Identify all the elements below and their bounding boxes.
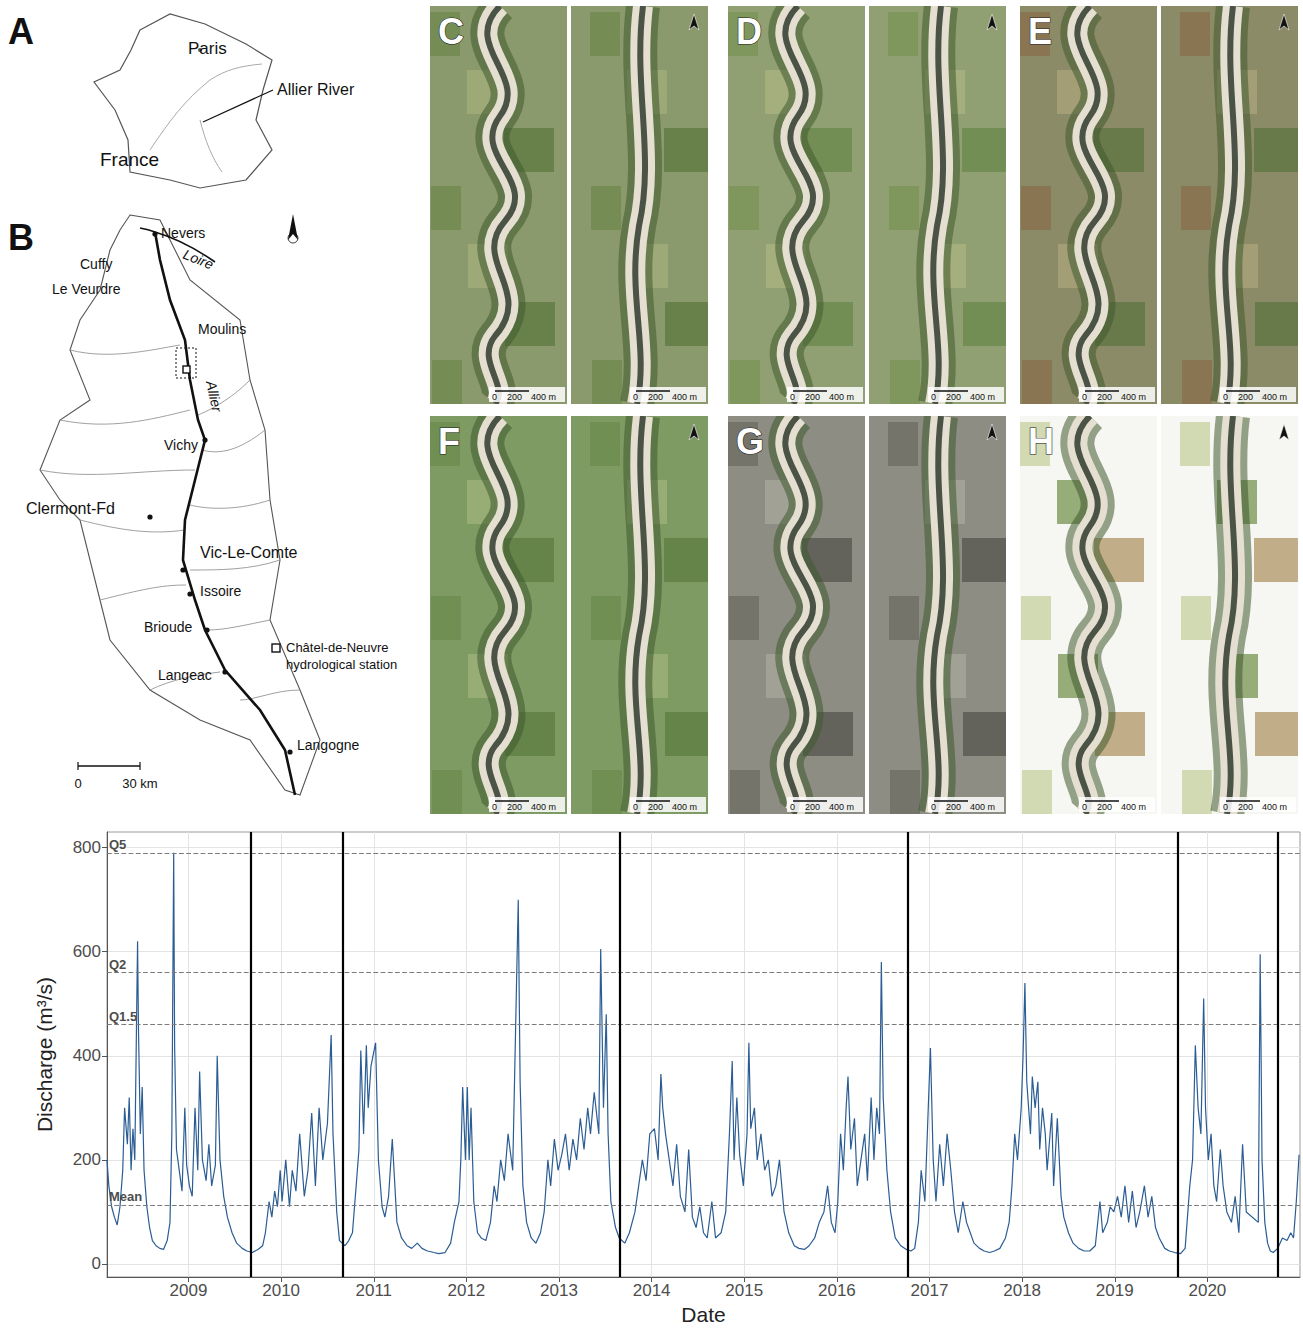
svg-text:Mean: Mean [109, 1189, 142, 1204]
svg-text:Issoire: Issoire [200, 583, 241, 599]
svg-text:France: France [100, 149, 159, 170]
svg-text:2009: 2009 [170, 1281, 208, 1300]
svg-text:2016: 2016 [818, 1281, 856, 1300]
svg-text:Vic-Le-Comte: Vic-Le-Comte [200, 544, 298, 561]
svg-text:0: 0 [633, 802, 638, 812]
svg-text:200: 200 [1238, 802, 1253, 812]
svg-text:E: E [1028, 11, 1052, 52]
svg-text:Q2: Q2 [109, 957, 126, 972]
svg-text:2011: 2011 [355, 1281, 392, 1300]
svg-text:0: 0 [931, 392, 936, 402]
svg-text:H: H [1028, 421, 1054, 462]
svg-text:Q5: Q5 [109, 837, 126, 852]
svg-text:0: 0 [492, 392, 497, 402]
svg-text:400 m: 400 m [672, 802, 697, 812]
svg-text:400 m: 400 m [970, 802, 995, 812]
svg-text:Discharge (m³/s): Discharge (m³/s) [33, 977, 56, 1132]
svg-text:0: 0 [74, 776, 81, 791]
svg-text:400 m: 400 m [829, 802, 854, 812]
svg-text:2018: 2018 [1003, 1281, 1041, 1300]
svg-text:400 m: 400 m [672, 392, 697, 402]
svg-text:800: 800 [73, 838, 101, 857]
svg-text:Date: Date [681, 1303, 725, 1326]
svg-text:400 m: 400 m [970, 392, 995, 402]
svg-text:Nevers: Nevers [161, 225, 205, 241]
svg-text:Q1.5: Q1.5 [109, 1009, 137, 1024]
svg-text:400 m: 400 m [1262, 392, 1287, 402]
svg-text:2020: 2020 [1188, 1281, 1226, 1300]
svg-text:Brioude: Brioude [144, 619, 192, 635]
svg-text:400 m: 400 m [1262, 802, 1287, 812]
svg-text:200: 200 [1097, 802, 1112, 812]
svg-text:200: 200 [805, 802, 820, 812]
svg-text:600: 600 [73, 942, 101, 961]
svg-text:G: G [736, 421, 764, 462]
svg-text:200: 200 [946, 392, 961, 402]
svg-text:D: D [736, 11, 762, 52]
svg-text:0: 0 [931, 802, 936, 812]
svg-text:Langeac: Langeac [158, 667, 212, 683]
svg-text:400 m: 400 m [1121, 392, 1146, 402]
svg-text:400: 400 [73, 1046, 101, 1065]
svg-text:200: 200 [648, 802, 663, 812]
svg-text:0: 0 [790, 802, 795, 812]
svg-text:2017: 2017 [911, 1281, 949, 1300]
svg-text:200: 200 [805, 392, 820, 402]
svg-text:Le Veurdre: Le Veurdre [52, 281, 121, 297]
svg-text:400 m: 400 m [531, 802, 556, 812]
svg-text:Allier: Allier [203, 378, 226, 414]
svg-text:0: 0 [92, 1254, 101, 1273]
svg-text:F: F [438, 421, 460, 462]
svg-text:A: A [8, 11, 34, 52]
svg-text:hydrological station: hydrological station [286, 657, 397, 672]
svg-text:Paris: Paris [188, 39, 227, 58]
svg-text:2010: 2010 [262, 1281, 300, 1300]
svg-text:2015: 2015 [725, 1281, 763, 1300]
svg-text:0: 0 [633, 392, 638, 402]
svg-text:0: 0 [1223, 802, 1228, 812]
svg-text:200: 200 [507, 802, 522, 812]
svg-text:400 m: 400 m [829, 392, 854, 402]
svg-text:0: 0 [1082, 802, 1087, 812]
svg-text:400 m: 400 m [1121, 802, 1146, 812]
svg-text:0: 0 [492, 802, 497, 812]
svg-text:2012: 2012 [447, 1281, 485, 1300]
svg-text:Châtel-de-Neuvre: Châtel-de-Neuvre [286, 640, 389, 655]
svg-text:30 km: 30 km [122, 776, 157, 791]
svg-text:200: 200 [507, 392, 522, 402]
svg-text:2019: 2019 [1096, 1281, 1134, 1300]
svg-text:0: 0 [1223, 392, 1228, 402]
svg-text:Langogne: Langogne [297, 737, 360, 753]
svg-text:Vichy: Vichy [164, 437, 198, 453]
svg-text:Loire: Loire [181, 246, 216, 273]
svg-text:B: B [8, 217, 34, 258]
svg-text:Moulins: Moulins [198, 321, 246, 337]
svg-text:200: 200 [73, 1150, 101, 1169]
svg-text:200: 200 [1097, 392, 1112, 402]
svg-text:Allier River: Allier River [277, 81, 355, 98]
svg-text:0: 0 [790, 392, 795, 402]
svg-text:C: C [438, 11, 464, 52]
svg-text:200: 200 [946, 802, 961, 812]
svg-text:200: 200 [1238, 392, 1253, 402]
svg-text:Clermont-Fd: Clermont-Fd [26, 500, 115, 517]
svg-text:200: 200 [648, 392, 663, 402]
svg-text:2014: 2014 [633, 1281, 671, 1300]
svg-text:400 m: 400 m [531, 392, 556, 402]
svg-text:2013: 2013 [540, 1281, 578, 1300]
svg-text:0: 0 [1082, 392, 1087, 402]
svg-text:Cuffy: Cuffy [80, 256, 112, 272]
